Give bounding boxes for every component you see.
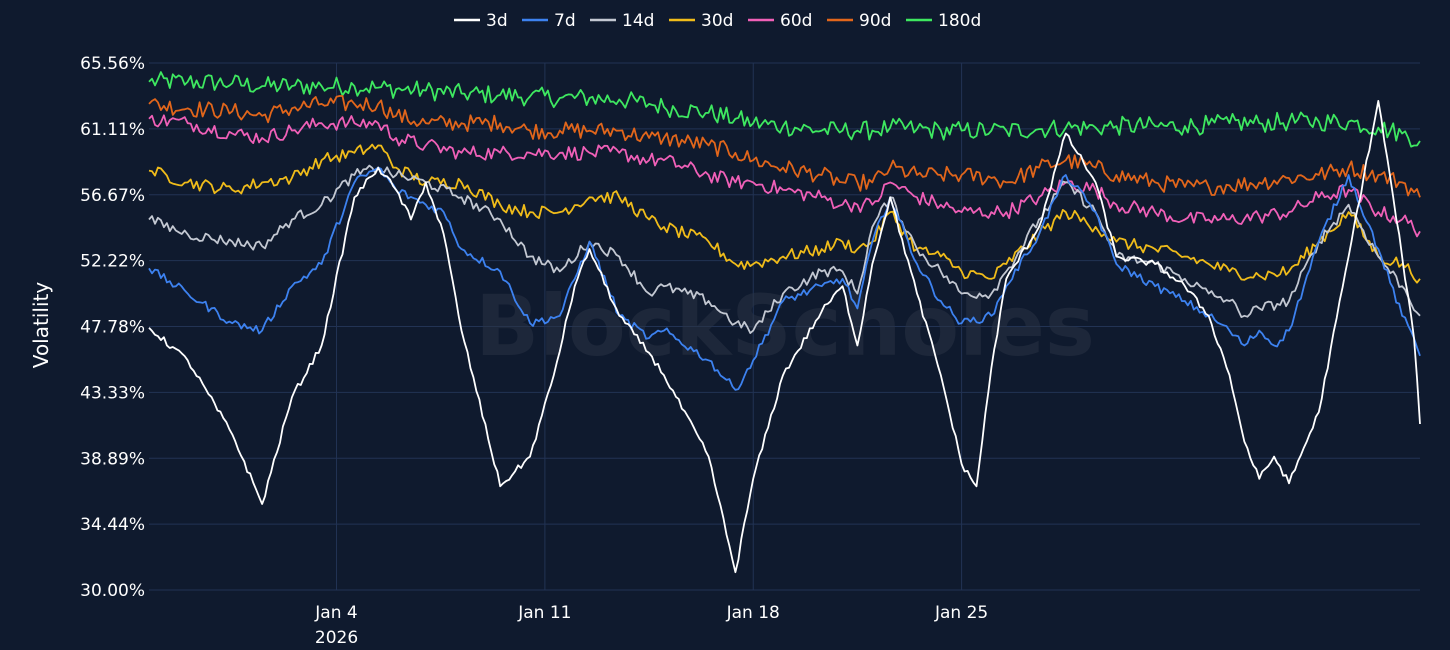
x-tick-label: Jan 18 <box>726 603 780 623</box>
series-line-14d <box>148 164 1421 334</box>
legend-label: 180d <box>938 11 981 31</box>
series-line-3d <box>148 100 1421 574</box>
y-tick-label: 65.56% <box>80 54 145 74</box>
y-tick-label: 52.22% <box>80 252 145 272</box>
legend-label: 90d <box>859 11 891 31</box>
legend-label: 7d <box>554 11 576 31</box>
y-tick-label: 43.33% <box>80 383 145 403</box>
x-tick-label: Jan 11 <box>517 603 571 623</box>
legend-label: 60d <box>780 11 812 31</box>
y-tick-label: 34.44% <box>80 515 145 535</box>
series-lines <box>148 71 1421 574</box>
x-tick-label: Jan 4 <box>314 603 357 623</box>
x-axis-ticks: Jan 4 2026 Jan 11 Jan 18 Jan 25 <box>314 603 988 648</box>
legend-label: 14d <box>622 11 654 31</box>
y-tick-label: 56.67% <box>80 186 145 206</box>
y-axis-title: Volatility <box>29 282 53 369</box>
y-tick-label: 47.78% <box>80 318 145 338</box>
legend-label: 3d <box>486 11 508 31</box>
legend: 3d 7d 14d 30d 60d 90d 180d <box>454 11 981 31</box>
y-axis-ticks: 30.00% 34.44% 38.89% 43.33% 47.78% 52.22% 56.6… <box>80 54 145 601</box>
series-line-30d <box>148 143 1421 284</box>
series-line-60d <box>148 114 1421 238</box>
y-tick-label: 30.00% <box>80 581 145 601</box>
y-tick-label: 61.11% <box>80 120 145 140</box>
gridlines <box>149 62 1420 591</box>
series-line-180d <box>148 71 1421 148</box>
legend-label: 30d <box>701 11 733 31</box>
x-tick-label: Jan 25 <box>934 603 988 623</box>
x-tick-sublabel: 2026 <box>315 628 358 648</box>
y-tick-label: 38.89% <box>80 449 145 469</box>
series-line-90d <box>148 95 1421 198</box>
